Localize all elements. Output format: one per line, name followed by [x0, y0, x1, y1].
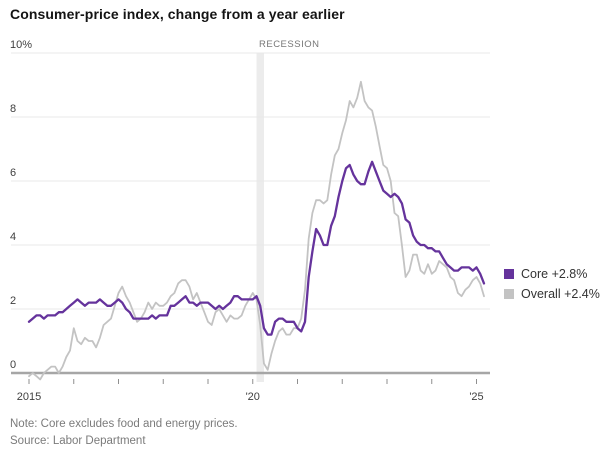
source-text: Source: Labor Department	[10, 434, 146, 447]
recession-band	[256, 53, 264, 382]
x-axis-label: '25	[469, 391, 483, 403]
core-line	[27, 160, 486, 336]
chart-footer: Note: Core excludes food and energy pric…	[10, 416, 238, 449]
legend-label-overall: Overall +2.4%	[521, 287, 600, 301]
overall-line	[28, 80, 485, 381]
y-axis-label: 4	[10, 231, 16, 243]
chart-legend: Core +2.8% Overall +2.4%	[504, 267, 600, 307]
y-axis-label: 0	[10, 359, 16, 371]
core-swatch-icon	[504, 269, 514, 279]
recession-label: RECESSION	[259, 39, 319, 50]
chart-title: Consumer-price index, change from a year…	[10, 6, 345, 22]
x-axis-label: '20	[246, 391, 260, 403]
overall-swatch-icon	[504, 289, 514, 299]
y-axis-label: 10%	[10, 39, 32, 51]
y-axis-label: 8	[10, 103, 16, 115]
y-axis-label: 6	[10, 167, 16, 179]
note-text: Note: Core excludes food and energy pric…	[10, 418, 238, 430]
legend-item-core: Core +2.8%	[504, 267, 600, 281]
legend-label-core: Core +2.8%	[521, 267, 588, 281]
legend-item-overall: Overall +2.4%	[504, 287, 600, 301]
x-axis-label: 2015	[17, 391, 41, 403]
y-axis-label: 2	[10, 295, 16, 307]
